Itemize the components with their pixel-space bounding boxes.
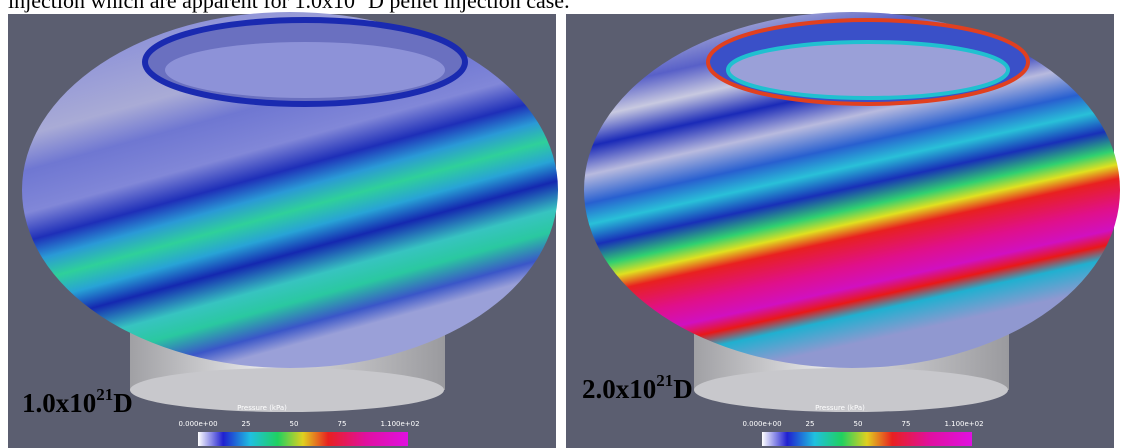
header-tail: D pellet injection case. [368,0,570,13]
colorbar-tick: 25 [806,420,815,428]
colorbar [762,432,972,446]
page: {"header": {"text": "injection which are… [0,0,1122,448]
label-sup: 21 [96,385,113,404]
label-base: 1.0x10 [22,388,96,418]
colorbar-tick: 25 [242,420,251,428]
label-suffix: D [673,374,693,404]
label-suffix: D [113,388,133,418]
label-base: 2.0x10 [582,374,656,404]
colorbar-tick: 75 [902,420,911,428]
base-bottom [130,368,444,412]
colorbar-title: Pressure (kPa) [237,404,287,412]
colorbar-tick: 50 [854,420,863,428]
header-main: injection which are apparent for 1.0x10 [8,0,355,13]
colorbar-tick: 75 [338,420,347,428]
figure: injection which are apparent for 1.0x102… [0,0,1122,448]
colorbar-tick: 1.100e+02 [380,420,419,428]
colorbar-tick: 1.100e+02 [944,420,983,428]
panel-label: 1.0x1021D [22,385,133,418]
panel-left: 1.0x1021D Pressure (kPa) 0.000e+00 25 50… [8,12,558,448]
hole-inner [728,42,1008,98]
colorbar-tick: 0.000e+00 [742,420,781,428]
panel-label: 2.0x1021D [582,371,693,404]
header-sup: 21 [355,0,368,3]
colorbar-title: Pressure (kPa) [815,404,865,412]
label-sup: 21 [656,371,673,390]
colorbar-tick: 0.000e+00 [178,420,217,428]
panel-right: 2.0x1021D Pressure (kPa) 0.000e+00 25 50… [566,12,1120,448]
header-text: injection which are apparent for 1.0x102… [8,0,570,13]
colorbar-tick: 50 [290,420,299,428]
colorbar [198,432,408,446]
hole-inner [165,42,445,98]
